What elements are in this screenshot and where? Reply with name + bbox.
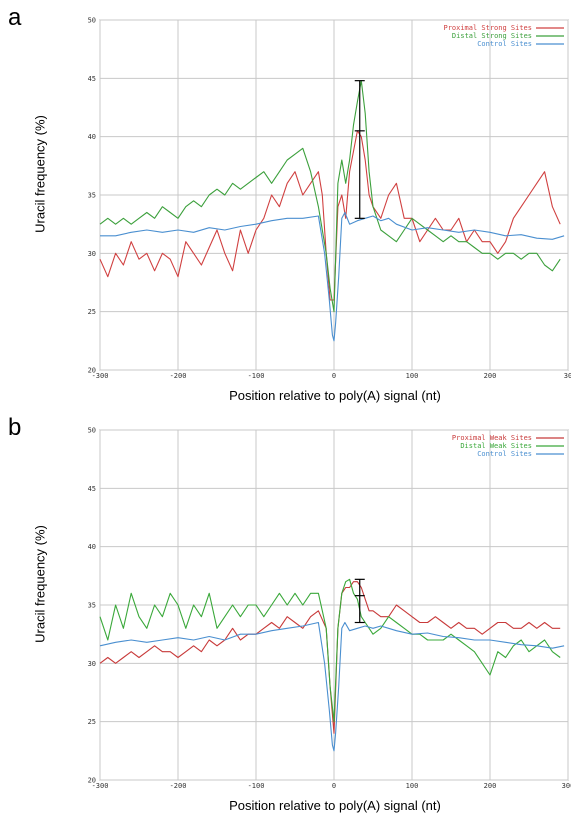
- x-tick-label: 0: [332, 782, 336, 790]
- y-tick-label: 25: [88, 308, 96, 316]
- x-tick-label: 0: [332, 372, 336, 380]
- legend-label: Distal Weak Sites: [460, 442, 532, 450]
- y-tick-label: 35: [88, 602, 96, 610]
- y-tick-label: 20: [88, 777, 96, 785]
- x-tick-label: -200: [170, 372, 187, 380]
- chart-plot-b: -300 -200 -100 0 100 200 300 20 25 30 35 40 45 50 Prox…: [88, 427, 571, 791]
- legend-label: Proximal Strong Sites: [443, 24, 532, 32]
- series-line-2: [99, 80, 561, 313]
- legend-label: Proximal Weak Sites: [452, 434, 532, 442]
- series-line-3: [99, 621, 565, 752]
- legend-label: Control Sites: [477, 450, 532, 458]
- x-axis-label: Position relative to poly(A) signal (nt): [229, 798, 441, 813]
- y-tick-label: 30: [88, 250, 96, 258]
- x-tick-label: 200: [484, 782, 497, 790]
- x-axis-label: Position relative to poly(A) signal (nt): [229, 388, 441, 403]
- y-tick-label: 40: [88, 133, 96, 141]
- chart-plot-a: -300 -200 -100 0 100 200 30 20 25 30 35 40 45 50 Proxi…: [88, 17, 571, 381]
- y-tick-label: 20: [88, 367, 96, 375]
- x-tick-label: 100: [406, 372, 419, 380]
- series-line-3: [100, 211, 565, 342]
- series-line-2: [99, 578, 561, 723]
- x-tick-label: 200: [484, 372, 497, 380]
- x-tick-label: -200: [170, 782, 187, 790]
- x-tick-label: -300: [92, 372, 109, 380]
- x-tick-label: -100: [248, 372, 265, 380]
- panel-b: b Uracil frequency (%) Position relative…: [0, 410, 571, 820]
- y-tick-label: 50: [88, 427, 96, 435]
- y-tick-label: 25: [88, 718, 96, 726]
- y-tick-label: 40: [88, 543, 96, 551]
- y-tick-label: 45: [88, 485, 96, 493]
- panel-letter: a: [8, 4, 22, 31]
- panel-letter: b: [8, 414, 22, 441]
- x-tick-label: 300: [562, 782, 571, 790]
- x-tick-label: 100: [406, 782, 419, 790]
- panel-a: a Uracil frequency (%) Position relative…: [8, 4, 571, 403]
- legend-label: Control Sites: [477, 40, 532, 48]
- legend-label: Distal Strong Sites: [452, 32, 532, 40]
- y-tick-label: 35: [88, 192, 96, 200]
- y-tick-label: 50: [88, 17, 96, 25]
- x-tick-label: 30: [564, 372, 571, 380]
- x-tick-label: -100: [248, 782, 265, 790]
- y-tick-label: 30: [88, 660, 96, 668]
- y-tick-label: 45: [88, 75, 96, 83]
- x-tick-label: -300: [92, 782, 109, 790]
